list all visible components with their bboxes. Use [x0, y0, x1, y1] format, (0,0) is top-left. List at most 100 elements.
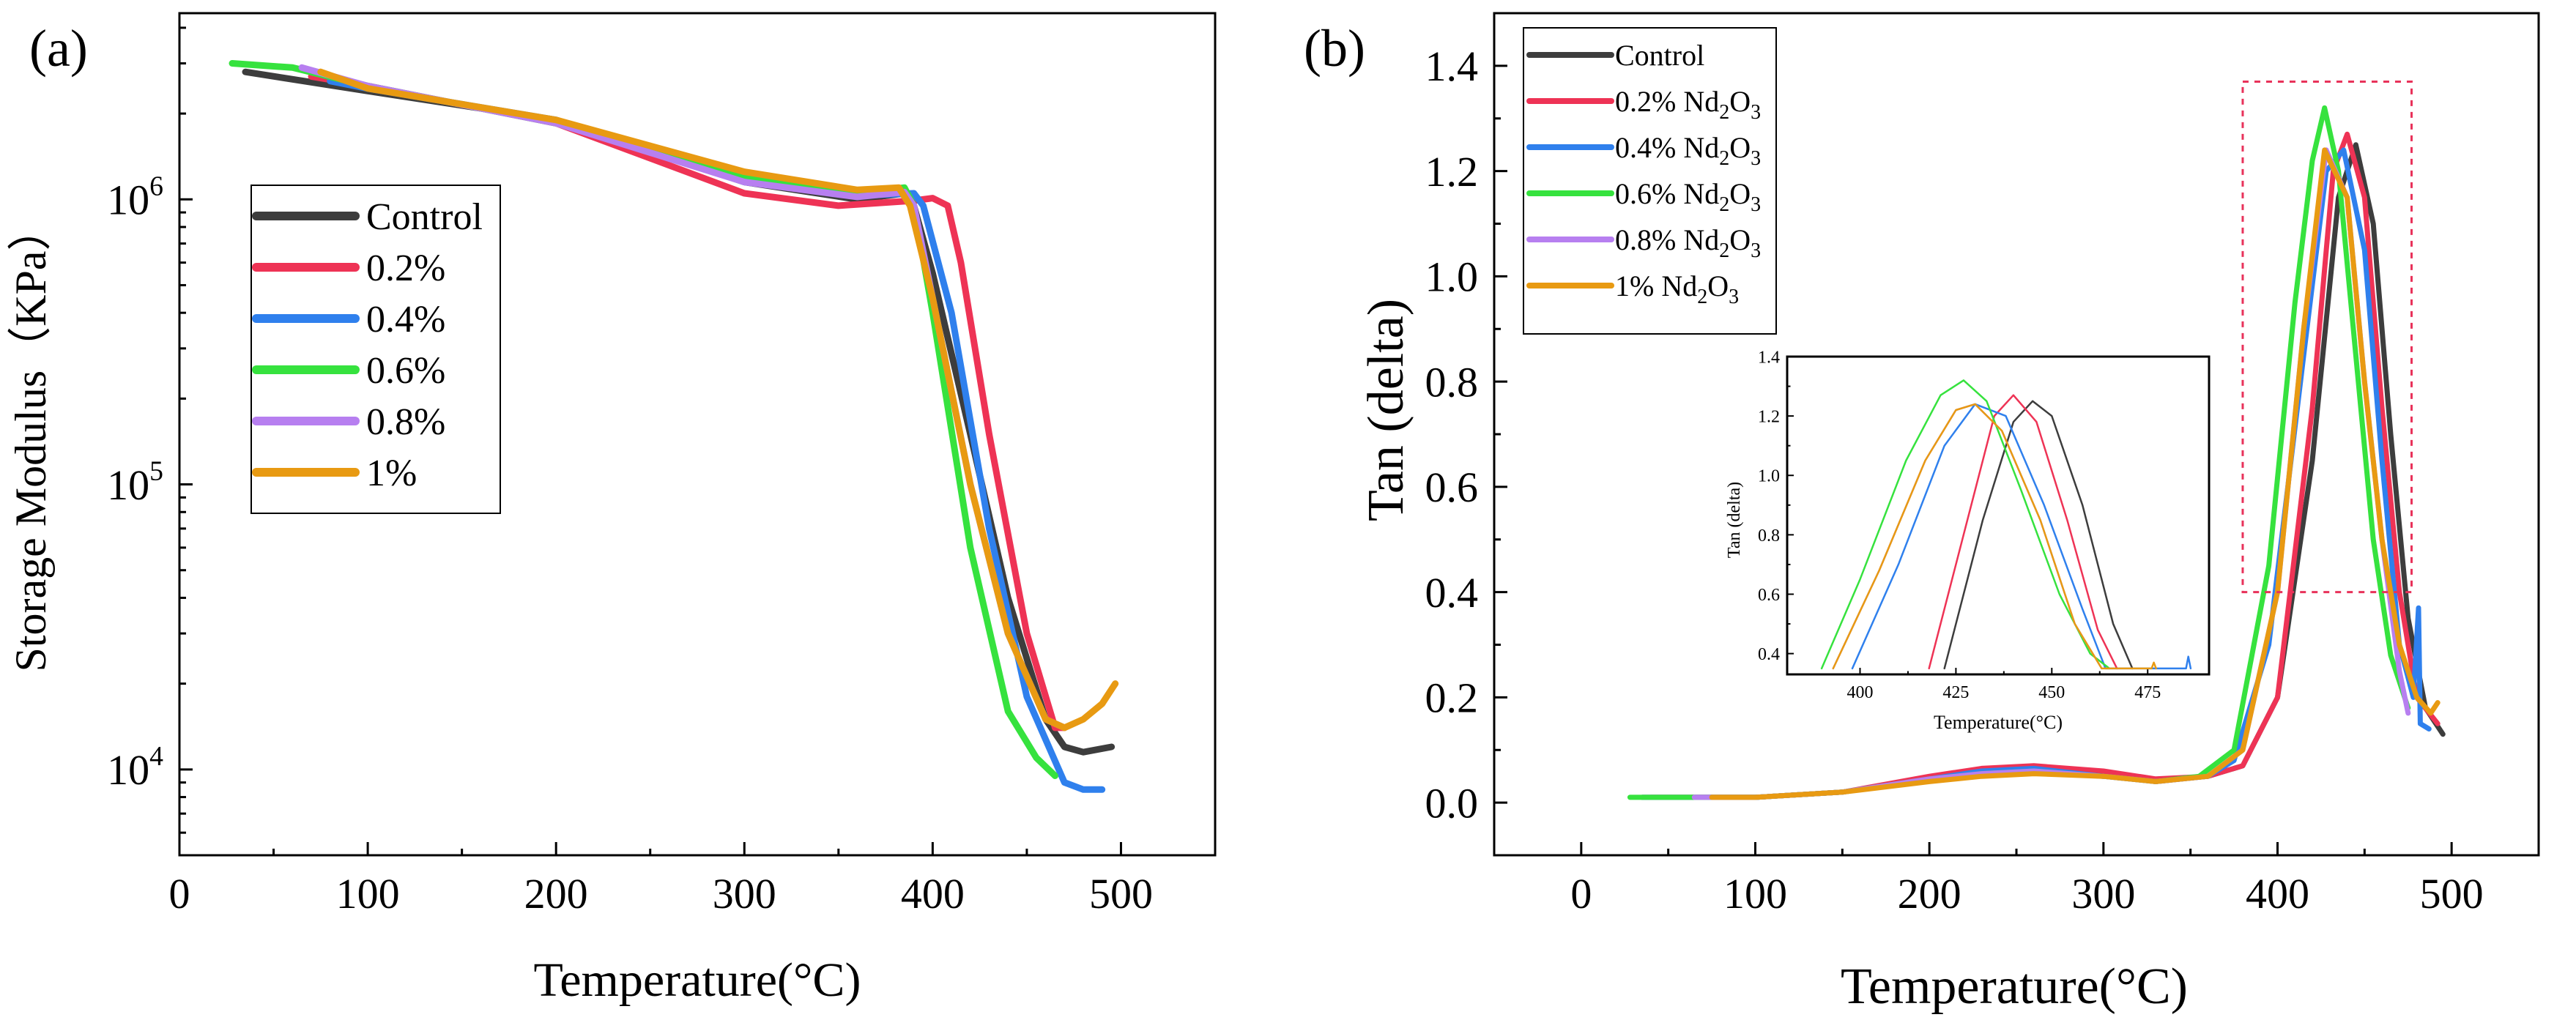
xtick-label: 100	[336, 870, 400, 917]
xtick-label: 400	[2246, 870, 2309, 917]
legend-tail: O	[1729, 131, 1751, 164]
ytick-label: 0.4	[1425, 569, 1479, 617]
legend-label: 1%	[366, 453, 417, 494]
panel-a-series	[229, 60, 1119, 793]
panel-b-xlabel: Temperature(°C)	[1841, 958, 2188, 1015]
legend-sub: 3	[1729, 286, 1739, 308]
ytick-base: 10	[107, 461, 149, 509]
ytick-label: 1.4	[1425, 42, 1479, 90]
panel-b-series	[1627, 105, 2446, 800]
series-line-0-4pct	[1851, 403, 2192, 670]
inset-ylabel: Tan (delta)	[1725, 482, 1744, 558]
inset-xlabel: Temperature(°C)	[1934, 712, 2063, 733]
panel-a-legend: Control 0.2% 0.4% 0.6% 0.8% 1%	[250, 185, 501, 514]
xtick-label: 450	[2038, 683, 2065, 702]
inset-plot: 400 425 450 475 0.4 0.6 0.8 1.0 1.2 1.4 Temperat…	[1725, 348, 2211, 733]
legend-label: 0.6% Nd2O3	[1615, 177, 1761, 216]
inset-plot-frame	[1786, 355, 2211, 676]
legend-label-text: Control	[1615, 39, 1704, 72]
ytick-label: 104	[107, 741, 163, 794]
panel-b-ticks	[1494, 64, 2453, 855]
xtick-label: 200	[1898, 870, 1961, 917]
xtick-label: 0	[169, 870, 190, 917]
panel-b-ylabel: Tan (delta)	[1358, 299, 1414, 521]
legend-label-text: 0.4% Nd	[1615, 131, 1719, 164]
legend-label: 0.2% Nd2O3	[1615, 85, 1761, 124]
ytick-base: 10	[107, 176, 149, 224]
legend-sub: 3	[1751, 193, 1761, 216]
legend-tail: O	[1707, 269, 1729, 302]
series-line-0-2pct	[1928, 394, 2118, 670]
panel-a-ylabel: Storage Modulus（KPa）	[7, 207, 55, 672]
series-line-control	[1943, 400, 2134, 670]
panel-b: (b) 0 100 200 300 400 500 0.0 0.2 0.4 0.6 0.8 1.0 1…	[1304, 12, 2540, 1015]
legend-label: 1% Nd2O3	[1615, 269, 1739, 308]
legend-sub: 3	[1751, 147, 1761, 170]
legend-label-text: 0.6% Nd	[1615, 177, 1719, 210]
legend-label: 0.6%	[366, 350, 445, 392]
legend-sub: 2	[1719, 193, 1729, 216]
panel-b-ytick-labels: 0.0 0.2 0.4 0.6 0.8 1.0 1.2 1.4	[1425, 42, 1479, 827]
xtick-label: 475	[2134, 683, 2161, 702]
panel-a-xtick-labels: 0 100 200 300 400 500	[169, 870, 1153, 917]
panel-b-label: (b)	[1304, 19, 1365, 78]
legend-sub: 2	[1719, 239, 1729, 262]
ytick-exp: 6	[149, 171, 163, 201]
xtick-label: 200	[524, 870, 588, 917]
legend-sub: 2	[1719, 147, 1729, 170]
series-line-0-2pct	[1648, 131, 2440, 800]
legend-tail: O	[1729, 85, 1751, 118]
legend-sub: 3	[1751, 239, 1761, 262]
xtick-label: 400	[901, 870, 965, 917]
legend-label: 0.4% Nd2O3	[1615, 131, 1761, 170]
panel-b-xtick-labels: 0 100 200 300 400 500	[1570, 870, 2483, 917]
panel-a-plot-frame	[178, 12, 1217, 857]
panel-a-ticks	[178, 26, 1122, 857]
xtick-label: 100	[1723, 870, 1787, 917]
xtick-label: 425	[1942, 683, 1969, 702]
legend-tail: O	[1729, 223, 1751, 256]
ytick-label: 0.6	[1425, 464, 1479, 511]
legend-sub: 3	[1751, 101, 1761, 124]
xtick-label: 400	[1846, 683, 1873, 702]
xtick-label: 300	[713, 870, 776, 917]
ytick-label: 105	[107, 456, 163, 509]
legend-label: 0.2%	[366, 247, 445, 289]
legend-label-text: 1% Nd	[1615, 269, 1697, 302]
panel-a-label: (a)	[29, 19, 88, 78]
ytick-label: 0.6	[1758, 586, 1780, 605]
legend-tail: O	[1729, 177, 1751, 210]
inset-series	[1820, 379, 2192, 670]
ytick-exp: 5	[149, 456, 163, 487]
panel-b-highlight-box	[2241, 80, 2413, 594]
xtick-label: 300	[2071, 870, 2135, 917]
inset-ticks	[1787, 356, 2149, 674]
inset-xtick-labels: 400 425 450 475	[1846, 683, 2161, 702]
series-line-1pct	[317, 68, 1119, 732]
legend-label: 0.8% Nd2O3	[1615, 223, 1761, 262]
ytick-label: 1.2	[1425, 148, 1479, 196]
ytick-label: 0.8	[1758, 526, 1780, 546]
ytick-label: 1.2	[1758, 408, 1780, 427]
panel-a-legend-box	[250, 185, 501, 514]
ytick-label: 0.8	[1425, 358, 1479, 406]
ytick-label: 1.0	[1425, 253, 1479, 301]
xtick-label: 0	[1570, 870, 1592, 917]
legend-sub: 2	[1719, 101, 1729, 124]
ytick-exp: 4	[149, 741, 163, 772]
series-line-1pct	[1832, 403, 2157, 670]
legend-label-text: 0.2% Nd	[1615, 85, 1719, 118]
inset-ytick-labels: 0.4 0.6 0.8 1.0 1.2 1.4	[1758, 348, 1780, 664]
legend-sub: 2	[1697, 286, 1707, 308]
legend-label-text: 0.8% Nd	[1615, 223, 1719, 256]
series-line-1pct	[1709, 147, 2440, 800]
panel-a-xlabel: Temperature(°C)	[534, 953, 861, 1007]
legend-label: Control	[1615, 39, 1704, 72]
ytick-label: 0.4	[1758, 645, 1780, 664]
ytick-label: 106	[107, 171, 163, 223]
xtick-label: 500	[2420, 870, 2484, 917]
